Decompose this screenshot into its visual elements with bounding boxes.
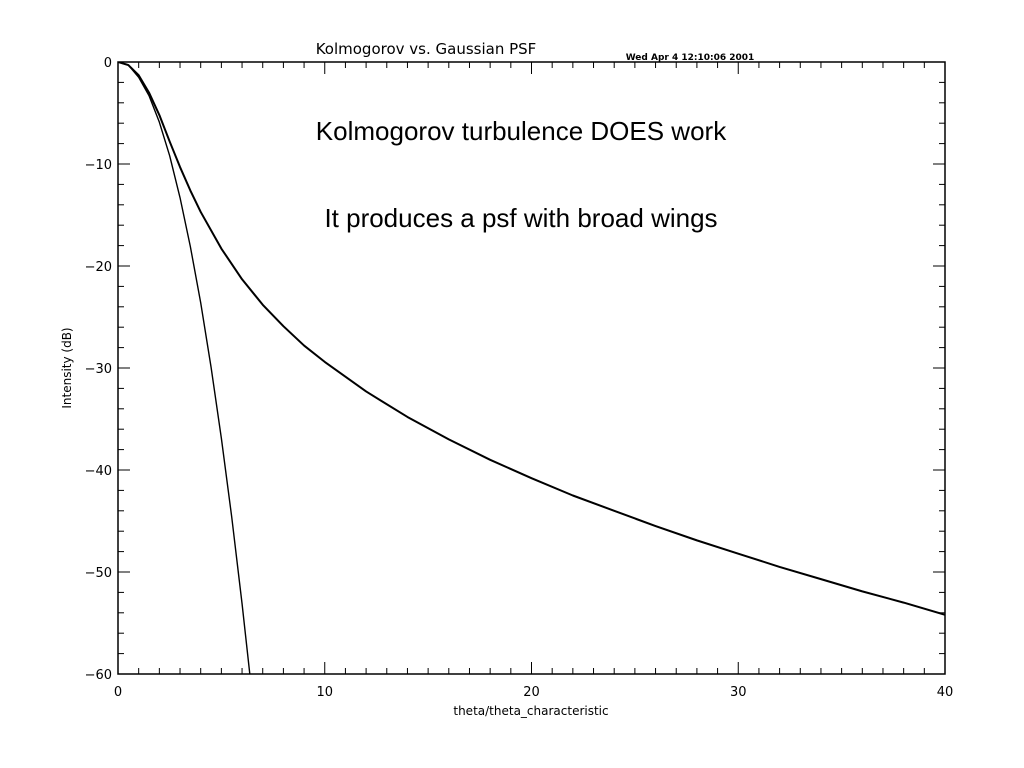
chart-timestamp: Wed Apr 4 12:10:06 2001 [626, 53, 755, 63]
annotation-headline: Kolmogorov turbulence DOES work [316, 116, 727, 146]
x-tick-label: 20 [523, 685, 540, 700]
x-tick-label: 0 [114, 685, 122, 700]
kolmogorov-psf-curve [118, 62, 945, 616]
y-tick-label: −40 [85, 464, 112, 479]
chart-title: Kolmogorov vs. Gaussian PSF [316, 40, 537, 58]
x-tick-label: 30 [730, 685, 747, 700]
plot-frame [117, 61, 946, 675]
x-tick-label: 10 [316, 685, 333, 700]
y-tick-label: 0 [104, 56, 112, 71]
y-tick-label: −30 [85, 362, 112, 377]
y-tick-label: −20 [85, 260, 112, 275]
annotation-subline: It produces a psf with broad wings [324, 203, 717, 233]
y-tick-label: −10 [85, 158, 112, 173]
y-axis-label: Intensity (dB) [60, 327, 74, 408]
x-axis-label: theta/theta_characteristic [453, 704, 608, 718]
y-tick-label: −60 [85, 668, 112, 683]
axis-ticks [117, 61, 946, 675]
x-tick-label: 40 [937, 685, 954, 700]
y-tick-labels: 0 −10 −20 −30 −40 −50 −60 [85, 56, 112, 683]
y-tick-label: −50 [85, 566, 112, 581]
x-tick-labels: 0 10 20 30 40 [114, 685, 953, 700]
gaussian-psf-curve [118, 62, 251, 674]
